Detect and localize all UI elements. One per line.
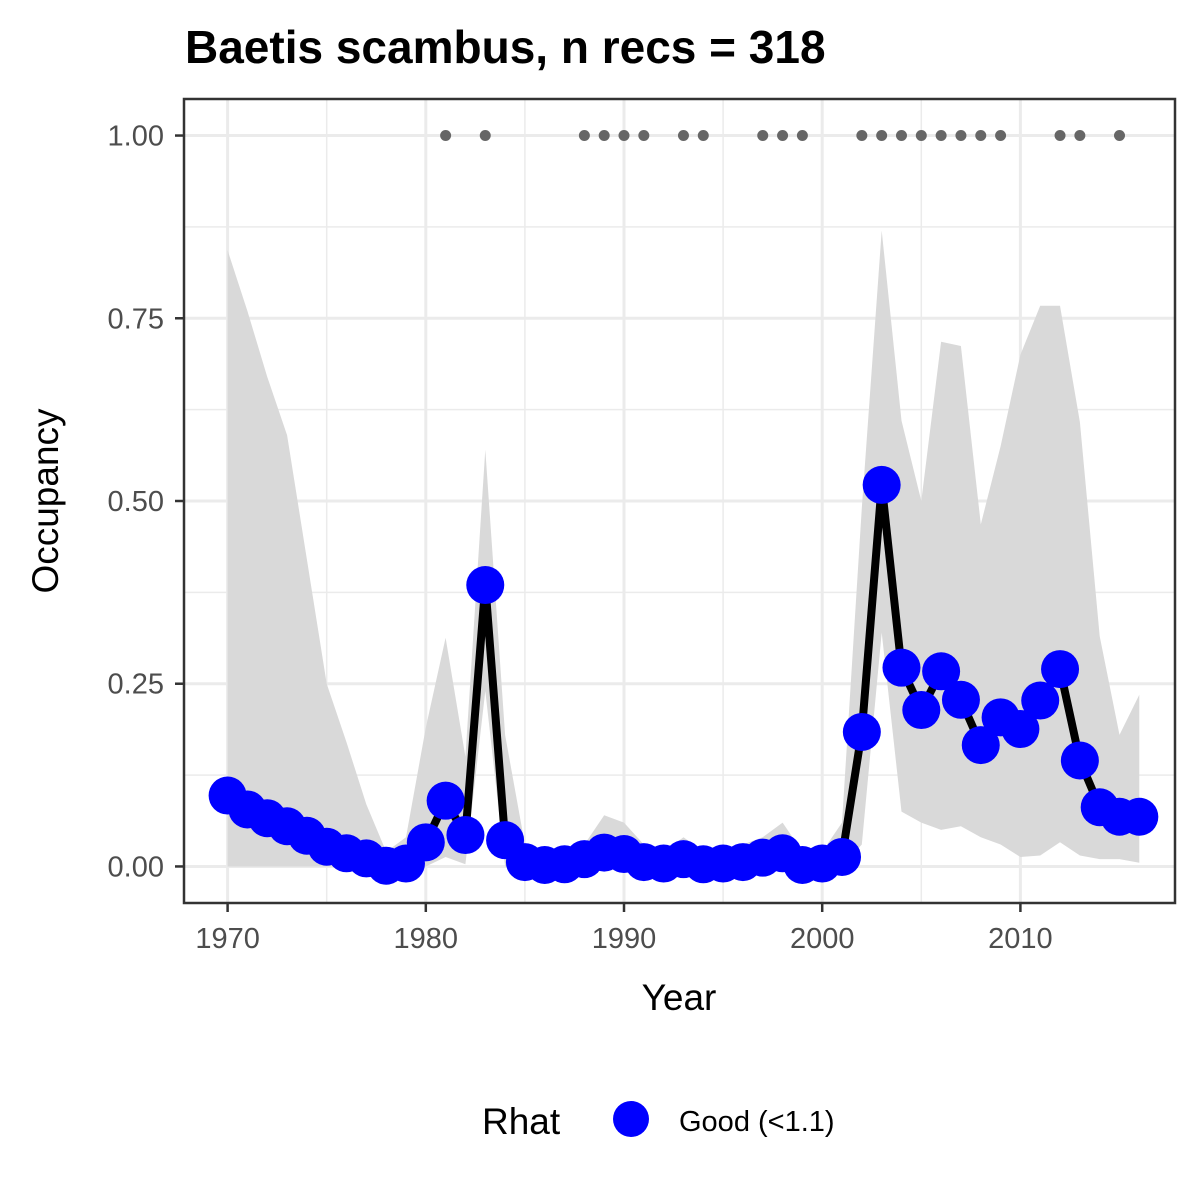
legend: Rhat Good (<1.1) [482,1101,835,1142]
record-dot [1114,130,1126,142]
x-tick-label: 1990 [592,923,657,955]
legend-key-good [613,1101,649,1137]
y-tick-label: 0.75 [108,303,164,335]
record-dot [796,130,808,142]
record-dot [1054,130,1066,142]
y-tick-label: 1.00 [108,121,164,153]
record-dot [876,130,888,142]
record-dot [1074,130,1086,142]
y-tick-label: 0.00 [108,851,164,883]
record-dot [915,130,927,142]
record-dot [995,130,1007,142]
x-tick-label: 2010 [988,923,1053,955]
y-axis-title: Occupancy [25,408,66,594]
occupancy-point [1060,741,1099,780]
record-dot [895,130,907,142]
x-axis: 1970 1980 1990 2000 2010 [195,903,1053,955]
chart-title: Baetis scambus, n recs = 318 [185,21,826,73]
occupancy-point [406,823,445,862]
record-dot [618,130,630,142]
record-dot [975,130,987,142]
occupancy-point [862,465,901,504]
record-dot [955,130,967,142]
record-dot [935,130,947,142]
occupancy-point [842,712,881,751]
occupancy-points [208,465,1159,885]
y-axis: 0.00 0.25 0.50 0.75 1.00 [108,121,184,883]
y-tick-label: 0.50 [108,486,164,518]
occupancy-point [823,837,862,876]
occupancy-point [961,726,1000,765]
occupancy-point [1001,710,1040,749]
occupancy-point [1041,650,1080,689]
occupancy-point [446,816,485,855]
occupancy-point [466,566,505,605]
occupancy-point [1120,797,1159,836]
record-dot [440,130,452,142]
record-dot [697,130,709,142]
occupancy-point [882,648,921,687]
x-tick-label: 2000 [790,923,855,955]
record-dot [677,130,689,142]
x-tick-label: 1970 [195,923,260,955]
record-dot [598,130,610,142]
legend-title: Rhat [482,1101,561,1142]
x-tick-label: 1980 [394,923,459,955]
occupancy-point [426,781,465,820]
record-dot [757,130,769,142]
y-tick-label: 0.25 [108,669,164,701]
occupancy-point [922,652,961,691]
occupancy-point [1021,681,1060,720]
record-dots [440,130,1126,142]
record-dot [638,130,650,142]
record-dot [578,130,590,142]
x-axis-title: Year [642,977,717,1018]
occupancy-point [902,691,941,730]
occupancy-point [941,680,980,719]
record-dot [479,130,491,142]
legend-label-good: Good (<1.1) [679,1106,835,1138]
record-dot [856,130,868,142]
record-dot [777,130,789,142]
